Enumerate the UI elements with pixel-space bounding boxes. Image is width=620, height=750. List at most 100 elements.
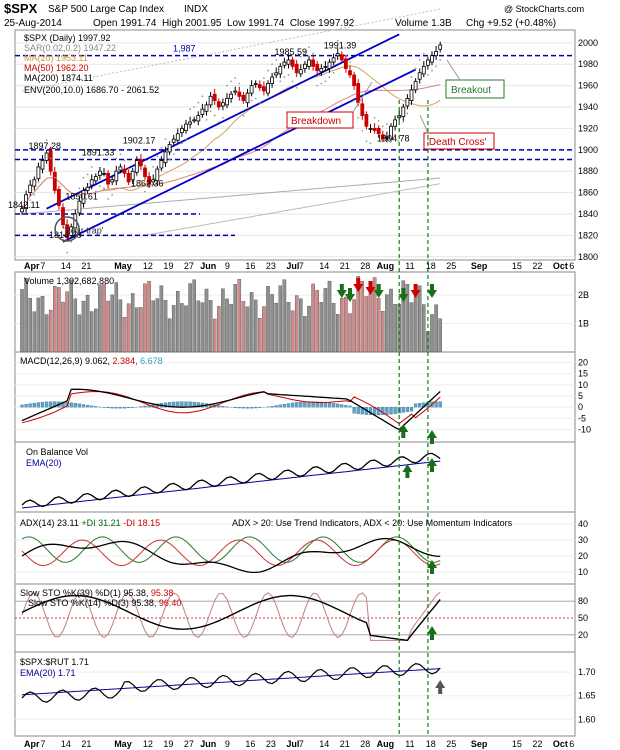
macd-histogram-bar [303, 401, 307, 408]
volume-bar [315, 290, 319, 353]
candle-body [368, 128, 373, 130]
adx-legend: ADX(14) 23.11 +DI 31.21 -DI 18.15 [20, 518, 160, 528]
sar-dot [308, 46, 310, 49]
macd-histogram-bar [438, 401, 442, 408]
sar-dot [86, 173, 89, 176]
macd-histogram-bar [143, 405, 147, 408]
volume-bar [335, 314, 340, 353]
macd-histogram-bar [233, 407, 237, 408]
volume-bar [212, 318, 217, 353]
candle-body [417, 72, 422, 80]
sar-dot [205, 118, 208, 121]
sar-dot [49, 157, 52, 160]
candle-body [89, 179, 94, 186]
red-arrow-icon [365, 281, 376, 295]
macd-histogram-bar [389, 407, 393, 415]
macd-histogram-bar [245, 407, 250, 409]
sto-panel: 20 50 80 [15, 591, 588, 642]
volume-bar [89, 311, 94, 353]
macd-histogram-bar [340, 404, 344, 408]
sar-dot [94, 190, 97, 193]
volume-bar [53, 286, 57, 353]
candle-body [216, 101, 221, 108]
sar-dot [45, 139, 48, 142]
candle-body [270, 76, 275, 84]
macd-histogram-bar [85, 404, 90, 408]
candle-body [204, 104, 209, 112]
volume-bar [237, 279, 242, 353]
x-tick-label: Jun [200, 739, 216, 749]
sar-dot [369, 142, 372, 145]
macd-histogram-bar [282, 404, 287, 408]
death-cross-box [423, 132, 495, 150]
y-tick-label: 10 [578, 567, 588, 577]
candle-body [81, 190, 86, 204]
volume-bar [151, 300, 155, 353]
macd-histogram-bar [118, 407, 123, 409]
macd-histogram-bar [401, 407, 405, 413]
sar-dot [406, 112, 409, 115]
macd-histogram-bar [163, 402, 168, 408]
death-cross-label: 'Death Cross' [427, 137, 486, 148]
x-tick-label: 9 [225, 261, 230, 271]
candle-body [200, 108, 205, 115]
candle-body [364, 114, 369, 127]
macd-histogram-bar [81, 404, 86, 408]
sar-dot [295, 86, 298, 89]
volume-bar [381, 311, 385, 353]
candle-body [143, 167, 147, 177]
candle-body [32, 179, 37, 187]
volume-bar [413, 295, 418, 353]
macd-histogram-bar [393, 407, 397, 414]
x-tick-label: 19 [163, 739, 173, 749]
volume-bar [323, 288, 328, 353]
candle-body [401, 106, 406, 118]
candle-body [405, 98, 410, 107]
candle-body [282, 61, 287, 66]
sar-dot [131, 185, 134, 188]
macd-histogram-bar [311, 401, 315, 408]
candle-body [151, 179, 156, 183]
sar-dot [33, 193, 36, 196]
sto-legend: Slow STO %K(39) %D(1) 95.38, 95.38 [20, 588, 173, 598]
x-tick-label: Jul [286, 739, 299, 749]
macd-histogram-bar [122, 407, 127, 409]
y-tick-label: 1860 [578, 188, 598, 198]
y-tick-label: 1880 [578, 166, 598, 176]
candle-body [380, 134, 385, 140]
candle-body [298, 69, 303, 75]
candle-body [348, 70, 352, 76]
x-tick-label: Oct [553, 261, 568, 271]
sar-dot [82, 176, 85, 179]
candle-body [274, 72, 279, 76]
x-tick-label: 11 [405, 739, 414, 749]
sar-dot [439, 59, 442, 61]
candle-body [159, 160, 164, 169]
candle-body [126, 172, 131, 183]
sar-dot [172, 153, 175, 155]
candle-body [257, 84, 262, 89]
sar-dot [189, 108, 192, 111]
volume-bar [24, 278, 28, 353]
sar-dot [287, 74, 290, 76]
sar-dot [41, 146, 44, 149]
volume-bar [163, 300, 168, 353]
x-tick-label: 7 [299, 739, 304, 749]
sar-dot [349, 61, 351, 63]
candle-body [376, 128, 381, 135]
volume-bar [274, 302, 278, 353]
sar-dot [238, 82, 241, 85]
volume-bar [303, 316, 307, 353]
macd-legend-part: 6.678 [140, 356, 163, 366]
sto-legend-part: Slow STO %K(14) %D(3) 95.38, [28, 598, 159, 608]
ma200-line [21, 177, 441, 215]
candle-body [98, 170, 102, 176]
y-tick-label: 1980 [578, 59, 598, 69]
x-tick-label: 14 [61, 261, 71, 271]
volume-bar [155, 298, 160, 353]
volume-bar [196, 300, 201, 353]
x-tick-label: 9 [225, 739, 230, 749]
y-tick-label: -5 [578, 413, 586, 423]
sar-dot [111, 193, 114, 196]
volume-bar [110, 294, 114, 353]
